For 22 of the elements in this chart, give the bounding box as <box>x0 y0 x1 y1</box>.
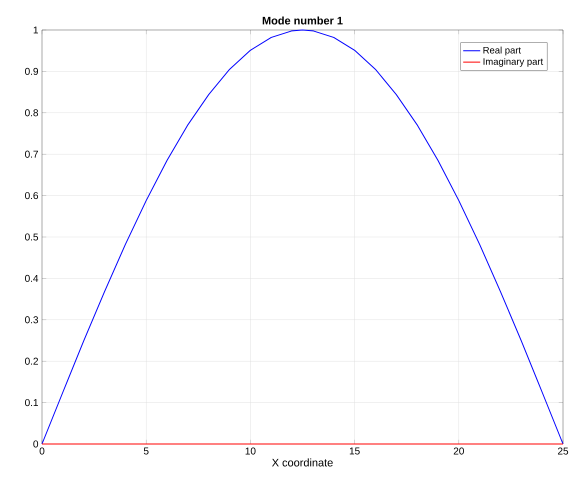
y-tick-label: 0.3 <box>25 316 38 324</box>
x-tick-label: 5 <box>144 448 149 454</box>
x-axis-title: X coordinate <box>272 458 333 466</box>
y-tick-label: 0 <box>33 440 38 448</box>
x-tick-label: 0 <box>40 448 44 455</box>
y-tick-label: 0.9 <box>25 68 38 75</box>
y-tick-label: 0.1 <box>25 399 38 406</box>
y-tick-label: 0.6 <box>25 192 38 200</box>
x-tick-label: 10 <box>246 448 256 455</box>
y-tick-label: 0.5 <box>25 233 38 241</box>
x-tick-label: 15 <box>350 448 360 454</box>
y-tick-label: 0.2 <box>25 358 38 365</box>
legend-label: Real part <box>483 46 522 56</box>
chart-title: Mode number 1 <box>262 16 343 24</box>
x-tick-label: 20 <box>454 448 464 455</box>
line-series <box>42 29 564 444</box>
y-tick-label: 0.7 <box>25 150 38 158</box>
y-tick-label: 0.4 <box>25 274 38 282</box>
legend-label: Imaginary part <box>484 58 544 67</box>
x-tick-label: 25 <box>558 448 568 455</box>
y-tick-label: 1 <box>34 26 38 34</box>
y-tick-label: 0.8 <box>25 109 38 116</box>
